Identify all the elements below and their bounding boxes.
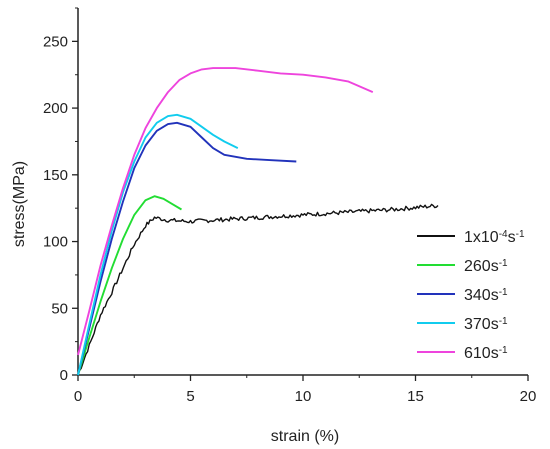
legend-label: 340s-1 — [464, 287, 508, 305]
legend-item-3: 340s-1 — [417, 287, 508, 305]
legend-label: 370s-1 — [464, 316, 508, 334]
series-line-1 — [77, 203, 439, 376]
x-axis-label: strain (%) — [271, 428, 339, 445]
x-tick-label: 5 — [186, 388, 194, 405]
y-tick-label: 100 — [43, 234, 68, 251]
legend-label: 1x10-4s-1 — [464, 229, 525, 247]
series-line-5 — [77, 67, 374, 356]
legend-label: 610s-1 — [464, 345, 508, 363]
legend: 1x10-4s-1 260s-1 340s-1 370s-1 610s-1 — [417, 229, 525, 363]
legend-item-1: 1x10-4s-1 — [417, 229, 525, 247]
legend-item-2: 260s-1 — [417, 258, 508, 276]
legend-label: 260s-1 — [464, 258, 508, 276]
x-tick-label: 0 — [74, 388, 82, 405]
x-tick-label: 15 — [407, 388, 424, 405]
legend-item-5: 610s-1 — [417, 345, 508, 363]
y-axis-label: stress(MPa) — [11, 161, 28, 247]
y-tick-label: 50 — [51, 300, 68, 317]
series-line-2 — [77, 195, 182, 376]
y-tick-label: 0 — [60, 367, 68, 384]
x-tick-label: 20 — [520, 388, 537, 405]
series-line-3 — [77, 121, 297, 376]
legend-item-4: 370s-1 — [417, 316, 508, 334]
y-tick-label: 200 — [43, 100, 68, 117]
series-layer — [77, 67, 439, 376]
series-line-4 — [77, 113, 239, 376]
y-tick-label: 250 — [43, 33, 68, 50]
y-tick-label: 150 — [43, 167, 68, 184]
x-tick-label: 10 — [295, 388, 312, 405]
